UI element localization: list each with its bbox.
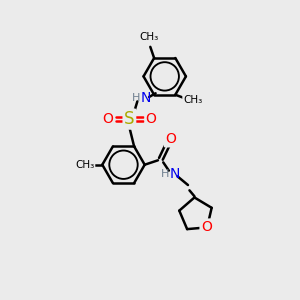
- Text: H: H: [161, 169, 170, 178]
- Text: S: S: [124, 110, 135, 128]
- Text: O: O: [146, 112, 157, 126]
- Text: O: O: [165, 132, 176, 146]
- Text: N: N: [140, 92, 151, 106]
- Text: O: O: [102, 112, 113, 126]
- Text: O: O: [201, 220, 212, 234]
- Text: H: H: [132, 93, 140, 103]
- Text: CH₃: CH₃: [139, 32, 158, 42]
- Text: N: N: [169, 167, 180, 181]
- Text: CH₃: CH₃: [183, 95, 202, 105]
- Text: CH₃: CH₃: [75, 160, 94, 170]
